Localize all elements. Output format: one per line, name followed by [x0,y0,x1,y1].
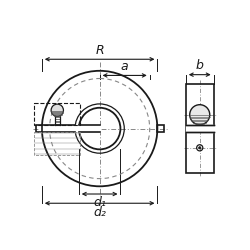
Text: d₂: d₂ [93,206,106,218]
Bar [40,125,100,132]
Bar [34,132,80,154]
Bar [186,125,214,132]
Circle shape [198,147,201,149]
Text: a: a [121,60,128,73]
Circle shape [190,105,210,125]
Text: b: b [196,59,204,72]
Bar [36,125,42,132]
Circle shape [51,104,64,117]
Bar [186,84,214,173]
Text: R: R [95,44,104,57]
Bar [158,125,164,132]
Bar [34,102,80,125]
Text: d₁: d₁ [93,196,106,209]
